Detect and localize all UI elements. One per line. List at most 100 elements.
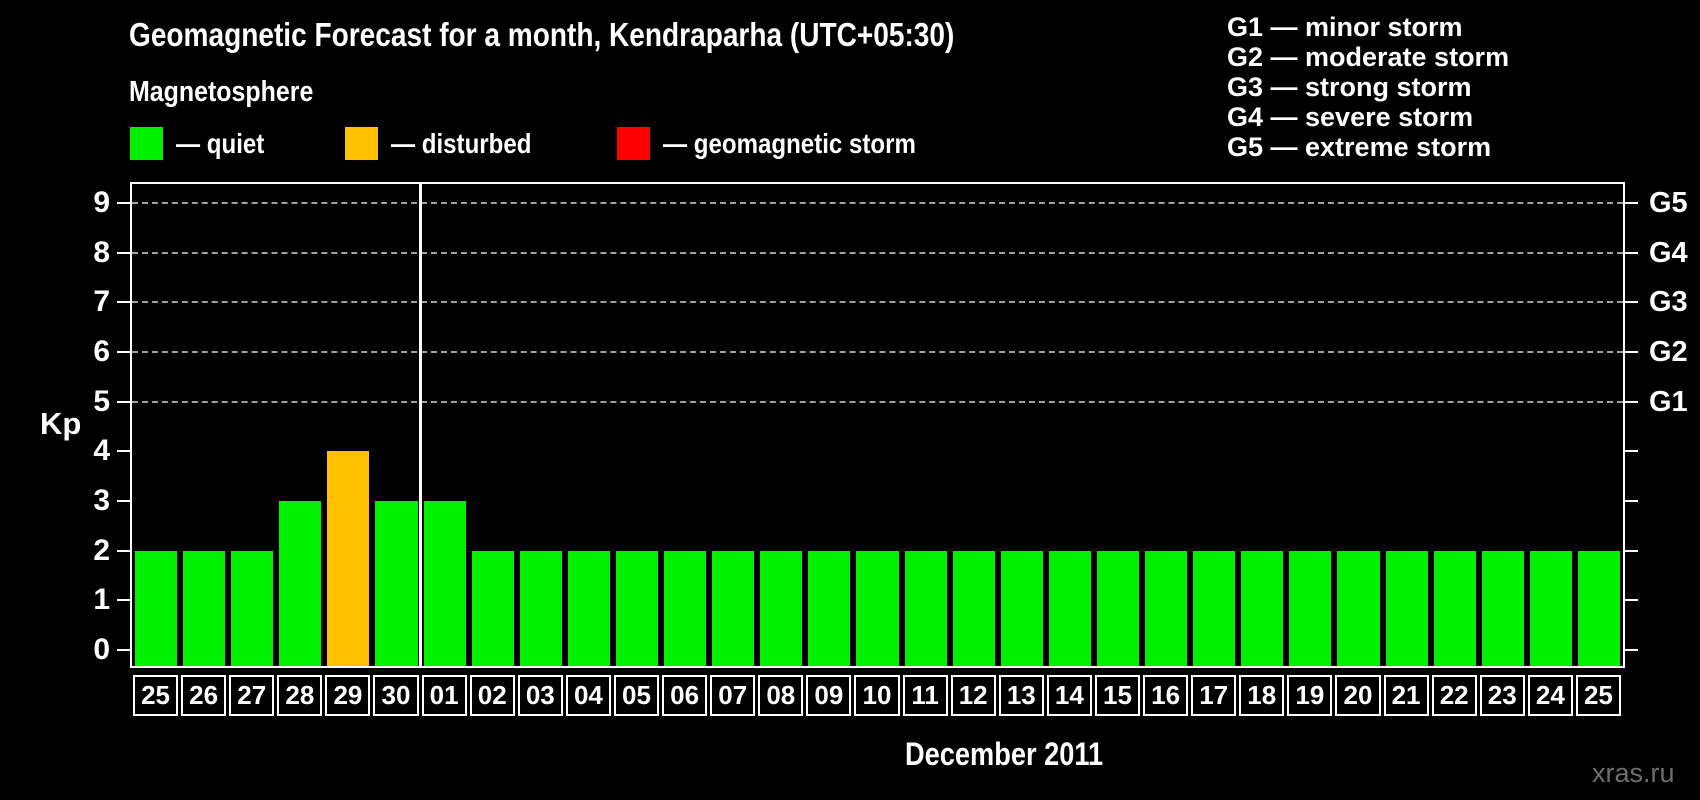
left-tick-2	[117, 549, 130, 552]
x-tick-label-day-16: 16	[1143, 675, 1189, 716]
left-tick-0	[117, 649, 130, 651]
g-level-label-g2: G2	[1649, 335, 1688, 368]
x-tick-label-day-18: 18	[1239, 675, 1285, 716]
kp-bar-day-13	[1000, 550, 1043, 666]
g-level-label-g5: G5	[1649, 186, 1688, 219]
kp-bar-day-08	[760, 550, 803, 666]
left-tick-7	[117, 301, 130, 304]
y-tick-label-8: 8	[93, 235, 110, 269]
quiet-color-swatch	[130, 127, 163, 160]
legend-item-quiet: — quiet	[130, 127, 279, 160]
x-tick-label-day-09: 09	[806, 675, 852, 716]
x-tick-label-day-10: 10	[854, 675, 900, 716]
g5-legend-line: G5 — extreme storm	[1227, 132, 1492, 162]
kp-bar-day-15	[1096, 550, 1140, 666]
kp-bar-day-29	[327, 451, 370, 666]
y-tick-label-1: 1	[93, 583, 110, 617]
x-tick-label-day-19: 19	[1287, 675, 1333, 716]
kp-bar-day-19	[1289, 550, 1332, 666]
x-tick-label-day-20: 20	[1335, 675, 1381, 716]
disturbed-color-swatch	[345, 127, 378, 160]
chart-title: Geomagnetic Forecast for a month, Kendra…	[129, 16, 955, 53]
kp-bar-day-22	[1433, 550, 1476, 666]
x-tick-label-day-15: 15	[1094, 675, 1141, 716]
x-tick-label-day-11: 11	[902, 675, 948, 716]
g3-legend-line: G3 — strong storm	[1227, 72, 1472, 102]
kp-bar-day-21	[1385, 550, 1428, 666]
g4-legend-line: G4 — severe storm	[1227, 102, 1474, 132]
right-tick-0	[1625, 649, 1638, 651]
x-tick-label-day-12: 12	[950, 675, 996, 716]
g-scale-legend: G1 — minor storm G2 — moderate storm G3 …	[1227, 12, 1509, 162]
y-tick-label-2: 2	[93, 533, 110, 567]
x-tick-label-day-25: 25	[133, 675, 179, 716]
x-tick-label-day-13: 13	[998, 675, 1044, 716]
x-tick-label-day-02: 02	[469, 675, 515, 716]
kp-bar-day-02	[471, 550, 514, 666]
left-tick-4	[117, 450, 130, 453]
x-tick-label-day-22: 22	[1431, 675, 1477, 716]
kp-bar-day-01	[423, 501, 466, 666]
g1-legend-line: G1 — minor storm	[1227, 12, 1463, 42]
right-tick-5	[1625, 400, 1638, 403]
legend-label-quiet: — quiet	[176, 127, 265, 159]
x-tick-label-day-30: 30	[373, 675, 419, 716]
left-tick-3	[117, 499, 130, 502]
right-tick-9	[1625, 201, 1638, 204]
kp-bar-day-09	[808, 550, 851, 666]
kp-bar-day-23	[1481, 550, 1524, 666]
x-tick-label-day-06: 06	[662, 675, 708, 716]
watermark: xras.ru	[1592, 758, 1675, 788]
kp-bar-day-14	[1048, 550, 1091, 666]
y-tick-label-7: 7	[93, 285, 110, 319]
gridline-kp7	[132, 301, 1623, 304]
y-tick-label-0: 0	[93, 633, 110, 666]
x-tick-label-day-28: 28	[277, 675, 323, 716]
x-tick-label-day-29: 29	[325, 675, 371, 716]
x-tick-label-day-24: 24	[1527, 675, 1573, 716]
kp-bar-day-07	[712, 550, 755, 666]
left-tick-1	[117, 599, 130, 602]
kp-bar-day-25	[135, 550, 178, 666]
y-tick-label-5: 5	[93, 384, 110, 418]
x-tick-label-day-08: 08	[758, 675, 804, 716]
x-tick-label-day-17: 17	[1191, 675, 1237, 716]
kp-axis-label: Kp	[40, 406, 82, 441]
kp-bar-day-25	[1577, 550, 1620, 666]
legend-label-storm: — geomagnetic storm	[663, 127, 916, 159]
right-tick-3	[1625, 499, 1638, 502]
gridline-kp8	[132, 251, 1623, 254]
g2-legend-line: G2 — moderate storm	[1227, 42, 1510, 72]
y-tick-label-3: 3	[93, 483, 110, 517]
magnetosphere-label: Magnetosphere	[129, 76, 314, 108]
y-tick-label-6: 6	[93, 334, 110, 368]
right-tick-8	[1625, 251, 1638, 254]
kp-bar-day-26	[183, 550, 226, 666]
right-tick-1	[1625, 599, 1638, 602]
kp-bar-day-18	[1241, 550, 1284, 666]
kp-bar-day-16	[1145, 550, 1188, 666]
gridline-kp6	[132, 350, 1623, 353]
right-tick-2	[1625, 549, 1638, 552]
kp-bar-day-04	[567, 550, 610, 666]
g-level-label-g3: G3	[1649, 286, 1688, 319]
kp-bar-day-11	[904, 550, 947, 666]
kp-bar-day-28	[279, 501, 322, 666]
x-tick-label-day-27: 27	[229, 675, 275, 716]
x-tick-label-day-14: 14	[1046, 675, 1092, 716]
x-tick-label-day-21: 21	[1383, 675, 1429, 716]
plot-area	[130, 182, 1625, 668]
legend-item-disturbed: — disturbed	[345, 127, 554, 160]
left-tick-6	[117, 350, 130, 353]
x-tick-label-day-07: 07	[710, 675, 756, 716]
x-tick-label-day-26: 26	[181, 675, 227, 716]
y-tick-label-9: 9	[93, 185, 110, 219]
x-tick-label-day-23: 23	[1479, 675, 1525, 716]
left-tick-9	[117, 201, 130, 204]
left-tick-8	[117, 251, 130, 254]
left-tick-5	[117, 400, 130, 403]
right-tick-6	[1625, 350, 1638, 353]
x-tick-label-day-03: 03	[517, 675, 563, 716]
month-divider	[419, 184, 423, 666]
